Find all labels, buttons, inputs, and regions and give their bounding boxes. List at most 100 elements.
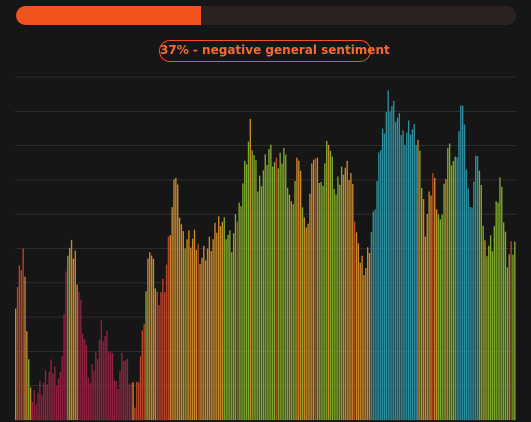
chart-bar xyxy=(52,373,54,420)
chart-bar xyxy=(184,248,186,420)
chart-bar xyxy=(154,288,157,420)
chart-bar xyxy=(59,371,62,420)
chart-bar xyxy=(391,106,393,421)
chart-bar xyxy=(44,370,47,420)
chart-bar xyxy=(275,157,278,421)
chart-bar xyxy=(37,392,39,420)
chart-bar xyxy=(441,214,443,420)
chart-bar xyxy=(404,144,406,421)
chart-bar xyxy=(335,194,337,420)
chart-bar xyxy=(400,134,402,420)
chart-bar xyxy=(346,160,348,420)
chart-bar xyxy=(72,258,75,420)
chart-bar xyxy=(340,166,343,420)
chart-bar xyxy=(463,124,466,420)
chart-bar xyxy=(150,255,153,420)
chart-bar xyxy=(514,241,516,420)
chart-bar xyxy=(380,150,382,420)
chart-bar xyxy=(298,160,300,420)
chart-bar xyxy=(89,383,91,420)
chart-bar xyxy=(303,217,306,420)
chart-bar xyxy=(95,351,97,420)
chart-bar xyxy=(232,233,235,420)
chart-bar xyxy=(309,193,311,420)
chart-bar xyxy=(78,292,80,420)
chart-bar xyxy=(476,156,479,421)
chart-bar xyxy=(367,247,369,420)
sentiment-progress-bar xyxy=(16,6,516,25)
chart-bar xyxy=(210,251,212,420)
chart-bar xyxy=(70,239,73,420)
chart-bar xyxy=(67,255,69,420)
chart-bar xyxy=(439,219,441,420)
chart-bar xyxy=(102,341,104,420)
chart-bar xyxy=(355,232,358,420)
chart-bar xyxy=(111,353,114,421)
chart-bar xyxy=(497,202,499,420)
chart-bar xyxy=(475,155,477,420)
chart-bar xyxy=(286,187,289,420)
chart-bar xyxy=(221,221,224,420)
chart-bar xyxy=(448,143,451,421)
chart-bar xyxy=(245,164,248,420)
chart-bar xyxy=(57,378,60,420)
chart-bar xyxy=(119,370,121,420)
chart-bar xyxy=(117,389,119,420)
chart-bar xyxy=(126,358,129,420)
chart-bar xyxy=(262,170,265,420)
chart-bar xyxy=(22,248,24,420)
chart-bar xyxy=(281,163,283,421)
chart-bar xyxy=(435,209,438,420)
chart-bar xyxy=(329,150,332,420)
chart-bar xyxy=(175,177,177,420)
chart-bar xyxy=(193,229,196,420)
chart-bar xyxy=(372,211,374,420)
chart-bar xyxy=(424,236,427,420)
chart-bar xyxy=(177,184,179,420)
chart-bar xyxy=(139,356,142,420)
chart-bar xyxy=(190,247,192,420)
chart-bar xyxy=(152,258,155,420)
chart-bars xyxy=(15,90,516,421)
chart-bar xyxy=(180,224,183,420)
chart-bar xyxy=(387,90,389,420)
chart-bar xyxy=(352,184,354,420)
chart-bar xyxy=(434,178,436,420)
chart-bar xyxy=(283,148,285,420)
chart-bar xyxy=(486,256,488,420)
chart-bar xyxy=(132,382,134,420)
chart-bar xyxy=(452,161,455,421)
chart-bar xyxy=(136,381,138,420)
chart-bar xyxy=(109,352,112,420)
chart-bar xyxy=(69,247,71,420)
chart-bar xyxy=(98,339,101,420)
chart-bar xyxy=(143,324,145,420)
chart-bar xyxy=(54,366,56,420)
chart-bar xyxy=(499,177,501,420)
chart-bar xyxy=(195,249,198,420)
chart-bar xyxy=(383,133,386,420)
chart-bar xyxy=(188,230,190,420)
chart-bar xyxy=(314,158,317,420)
chart-bar xyxy=(365,268,367,420)
chart-bar xyxy=(318,182,320,420)
chart-bar xyxy=(41,395,43,420)
chart-bar xyxy=(389,111,391,420)
chart-bar xyxy=(277,168,279,420)
chart-bar xyxy=(61,355,63,420)
sentiment-badge: 37% - negative general sentiment xyxy=(159,40,390,62)
chart-bar xyxy=(223,217,225,420)
chart-bar xyxy=(288,194,291,420)
chart-bar xyxy=(512,254,514,420)
chart-bar xyxy=(396,117,399,420)
chart-bar xyxy=(83,339,86,420)
chart-bar xyxy=(236,221,238,420)
chart-bar xyxy=(260,186,263,420)
chart-bar xyxy=(42,382,45,420)
chart-bar xyxy=(100,320,103,420)
chart-bar xyxy=(167,236,170,420)
chart-bar xyxy=(393,100,395,420)
chart-bar xyxy=(491,251,494,420)
chart-bar xyxy=(322,185,324,420)
chart-bar xyxy=(376,180,378,420)
